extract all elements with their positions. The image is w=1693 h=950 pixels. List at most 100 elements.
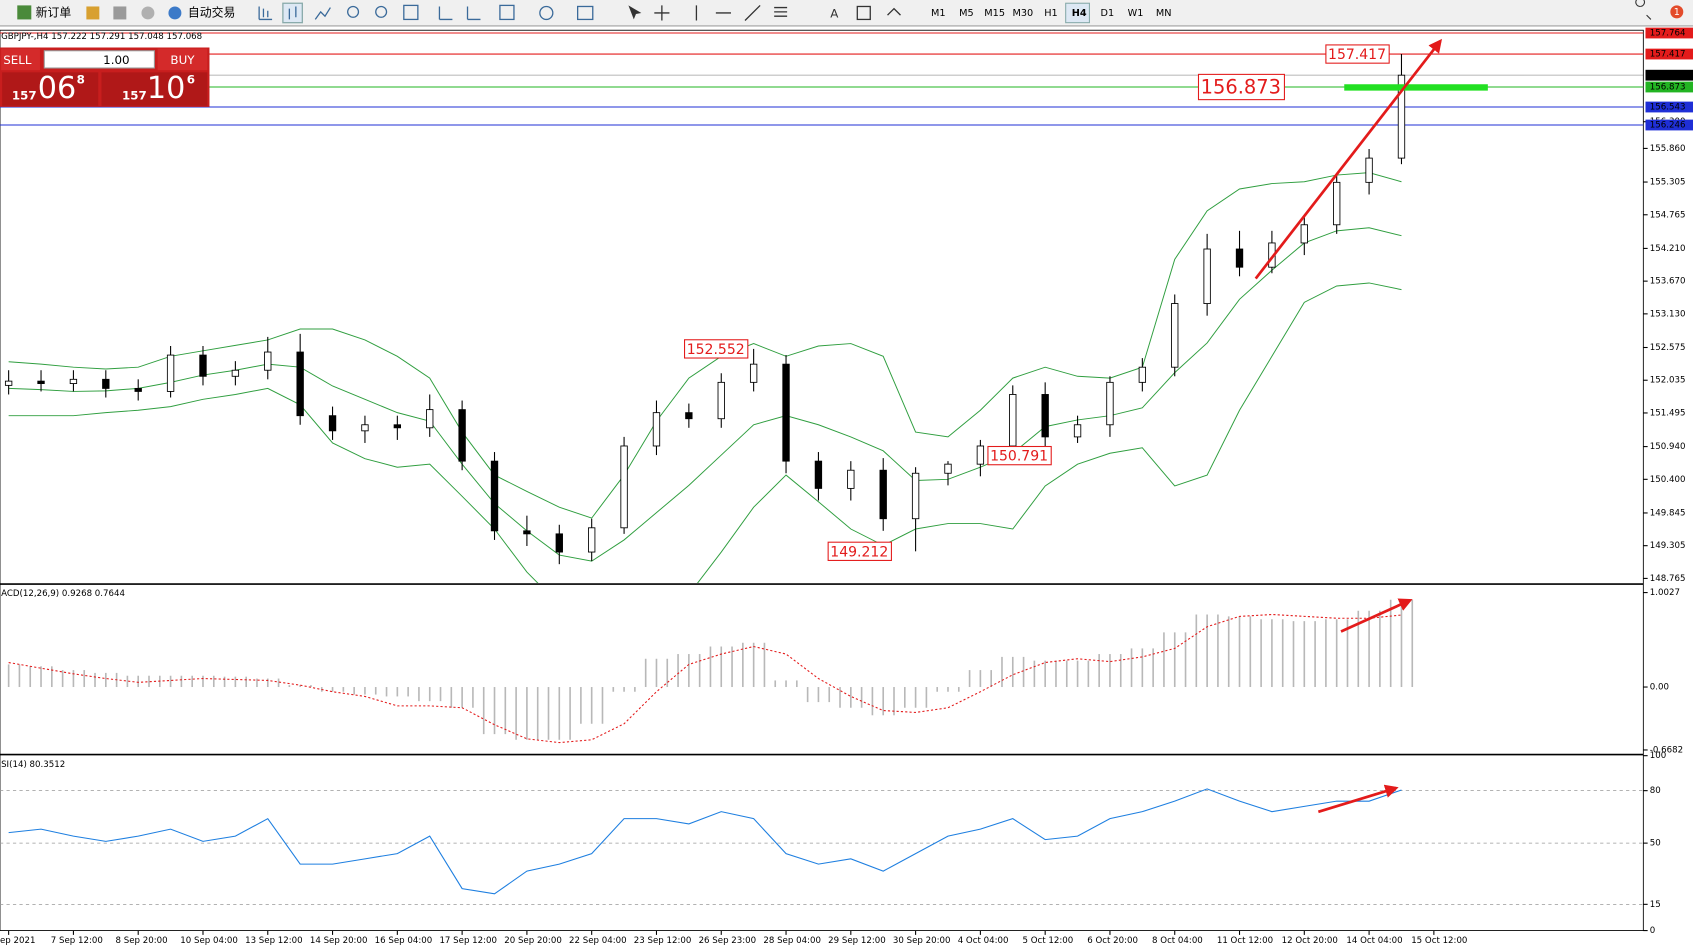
- macd-arrow[interactable]: [1340, 598, 1413, 633]
- timeframe-button[interactable]: M15: [984, 8, 1005, 19]
- rsi-panel: [0, 788, 1644, 905]
- candle-body: [1365, 157, 1373, 183]
- sell-label[interactable]: SELL: [3, 53, 32, 67]
- timeframe-button[interactable]: MN: [1156, 8, 1172, 19]
- candle-body: [1171, 303, 1179, 368]
- annotation-box: [827, 541, 892, 561]
- sell-button[interactable]: [1, 48, 40, 71]
- price-label-bg: [1645, 81, 1693, 93]
- timeframe-button[interactable]: M30: [1012, 8, 1033, 19]
- timeframe-button[interactable]: H1: [1044, 8, 1057, 19]
- new-order-icon[interactable]: [17, 5, 32, 20]
- volume-field[interactable]: [43, 50, 155, 69]
- ask-box[interactable]: [101, 72, 208, 106]
- zoom-in-button[interactable]: [347, 5, 360, 18]
- x-tick-label: 11 Oct 12:00: [1217, 936, 1273, 946]
- label-tool[interactable]: [856, 5, 871, 21]
- annotation-label: 149.212: [830, 544, 888, 560]
- price-panel: [0, 32, 1644, 583]
- annotation-label: 150.791: [990, 449, 1048, 465]
- scroll-buttons[interactable]: [438, 6, 481, 21]
- candle-body: [458, 409, 466, 462]
- candle-body: [1397, 74, 1406, 159]
- x-tick-label: 28 Sep 04:00: [763, 936, 821, 946]
- y-tick-label: 50: [1650, 839, 1661, 849]
- candle-chart-button[interactable]: [282, 2, 303, 24]
- bid-big: 157: [12, 89, 37, 103]
- candle-body: [426, 409, 434, 429]
- auto-trading-label[interactable]: 自动交易: [188, 5, 235, 19]
- candle-body: [393, 424, 402, 429]
- search-button[interactable]: [1635, 0, 1652, 20]
- candle-body: [1041, 394, 1049, 438]
- timeframe-button[interactable]: W1: [1128, 8, 1144, 19]
- auto-trading-icon[interactable]: [168, 6, 182, 20]
- volume-value[interactable]: 1.00: [103, 53, 129, 67]
- price-label-bg: [1645, 101, 1693, 113]
- timeframe-button[interactable]: D1: [1101, 8, 1115, 19]
- ask-pips: 10: [147, 71, 185, 106]
- toolbar: [0, 0, 1693, 26]
- text-tool[interactable]: A: [830, 7, 839, 21]
- bar-chart-button[interactable]: [258, 6, 273, 21]
- annotation-box: [1197, 73, 1285, 101]
- y-tick-label: -0.6682: [1650, 745, 1683, 755]
- y-tick-label: 0: [1650, 926, 1656, 936]
- bollinger-upper: [8, 172, 1402, 519]
- candle-body: [69, 378, 78, 384]
- new-order-label[interactable]: 新订单: [36, 5, 72, 19]
- toolbar-buttons: 新订单 自动交易 A 1 M1 M5 M15 M30 H1 H4: [17, 0, 1684, 24]
- candle-body: [652, 412, 661, 447]
- indicators-button[interactable]: [499, 4, 515, 21]
- bollinger-middle: [8, 227, 1402, 562]
- price-label: 157.764: [1650, 29, 1686, 39]
- price-label: 156.543: [1650, 103, 1686, 113]
- price-label-bg: [1645, 69, 1693, 81]
- rsi-arrow[interactable]: [1317, 784, 1399, 814]
- annotation-label: 156.873: [1201, 76, 1281, 99]
- x-tick-label: 8 Oct 04:00: [1152, 936, 1203, 946]
- y-tick-label: 153.670: [1650, 277, 1686, 287]
- icon[interactable]: [86, 6, 100, 20]
- timeframe-button[interactable]: M1: [931, 8, 946, 19]
- x-tick-label: 29 Sep 12:00: [828, 936, 886, 946]
- zoom-out-button[interactable]: [375, 5, 388, 18]
- y-tick-label: 150.940: [1650, 442, 1686, 452]
- timeframe-button[interactable]: M5: [959, 8, 974, 19]
- icon[interactable]: [113, 6, 127, 20]
- candle-body: [847, 469, 855, 489]
- buy-button[interactable]: [157, 48, 208, 71]
- x-tick-label: 26 Sep 23:00: [699, 936, 757, 946]
- bid-box[interactable]: [2, 72, 99, 106]
- notification-badge[interactable]: [1670, 5, 1684, 19]
- x-tick-label: 23 Sep 12:00: [634, 936, 692, 946]
- candle-body: [976, 445, 985, 465]
- y-tick-label: 100: [1650, 751, 1666, 761]
- macd-signal: [8, 613, 1402, 744]
- arrows-tool[interactable]: [887, 7, 901, 16]
- icon[interactable]: [141, 6, 155, 20]
- candle-body: [588, 527, 596, 553]
- y-tick-label: 153.130: [1650, 309, 1686, 319]
- tile-button[interactable]: [403, 4, 419, 21]
- x-tick-label: 13 Sep 12:00: [245, 936, 303, 946]
- candle-body: [4, 380, 13, 386]
- x-tick-label: 30 Sep 20:00: [893, 936, 951, 946]
- x-tick-label: 4 Oct 04:00: [958, 936, 1009, 946]
- cursor-button[interactable]: [628, 5, 642, 20]
- timeframe-button[interactable]: H4: [1072, 8, 1087, 19]
- y-tick-label: 149.305: [1650, 541, 1686, 551]
- candle-body: [231, 369, 240, 377]
- crosshair-button[interactable]: [654, 5, 670, 21]
- candle-body: [620, 445, 628, 529]
- candle-body: [1106, 381, 1114, 426]
- line-chart-button[interactable]: [314, 7, 331, 20]
- trend-arrow[interactable]: [1254, 38, 1443, 280]
- drawing-tools[interactable]: [695, 4, 788, 21]
- annotation-label: 157.417: [1328, 47, 1386, 63]
- periods-button[interactable]: [539, 5, 554, 21]
- x-tick-label: 15 Oct 12:00: [1411, 936, 1467, 946]
- templates-button[interactable]: [577, 5, 594, 21]
- y-tick-label: 151.495: [1650, 408, 1686, 418]
- buy-label[interactable]: BUY: [170, 53, 195, 67]
